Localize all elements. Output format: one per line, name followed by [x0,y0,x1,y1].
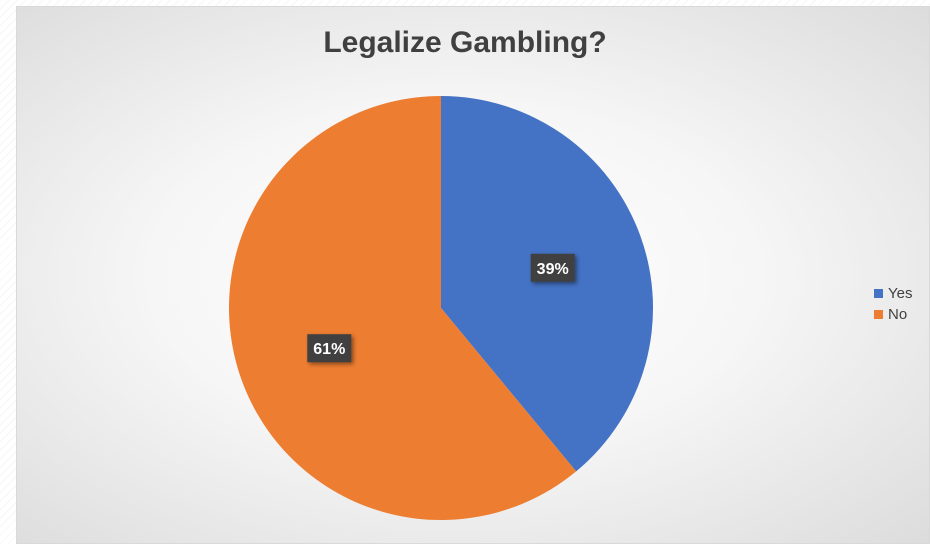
legend-swatch-no [874,310,883,319]
legend: Yes No [874,283,912,325]
data-label-box [307,334,352,363]
legend-item-no: No [874,304,912,325]
legend-swatch-yes [874,289,883,298]
chart-title: Legalize Gambling? [323,26,607,59]
data-label-yes: 39% [530,253,575,282]
pie-slice-yes [441,96,654,472]
legend-label-no: No [888,306,908,323]
data-label-text: 61% [313,341,345,358]
legend-item-yes: Yes [874,283,912,304]
pie-slice-no [229,96,577,520]
data-label-box [530,253,575,282]
data-label-text: 39% [537,261,569,278]
legend-label-yes: Yes [888,285,913,302]
data-label-no: 61% [307,334,352,363]
